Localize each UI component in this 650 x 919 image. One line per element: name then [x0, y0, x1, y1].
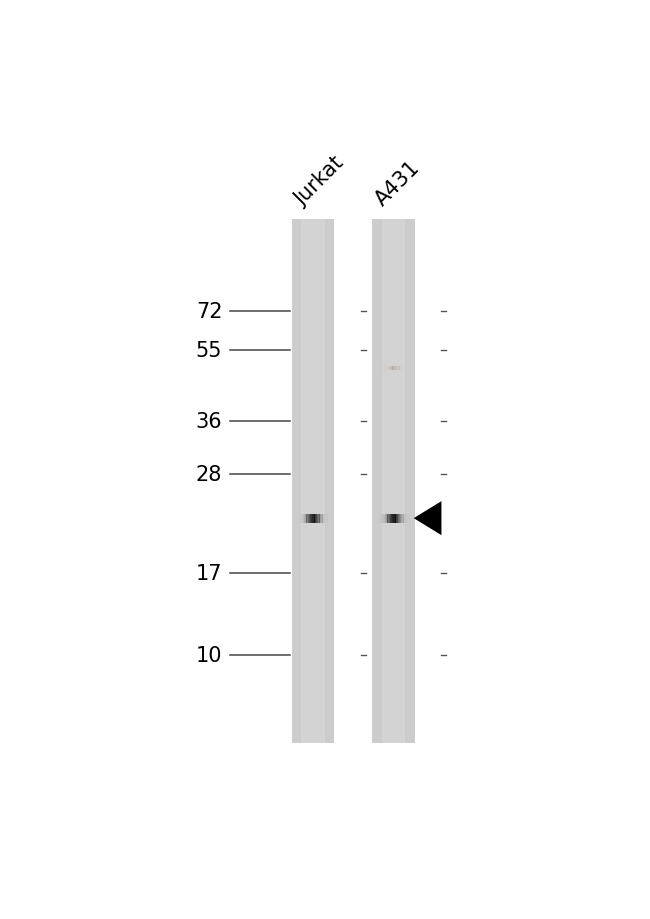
Bar [382, 220, 406, 743]
Text: A431: A431 [372, 157, 424, 210]
Text: Jurkat: Jurkat [291, 153, 348, 210]
Bar [292, 220, 334, 743]
Text: 10: 10 [196, 645, 222, 665]
Text: 55: 55 [196, 341, 222, 361]
Text: 36: 36 [196, 412, 222, 432]
Polygon shape [414, 502, 441, 536]
Bar [301, 220, 325, 743]
Text: 28: 28 [196, 465, 222, 484]
Bar [372, 220, 415, 743]
Text: 17: 17 [196, 563, 222, 584]
Text: 72: 72 [196, 302, 222, 322]
